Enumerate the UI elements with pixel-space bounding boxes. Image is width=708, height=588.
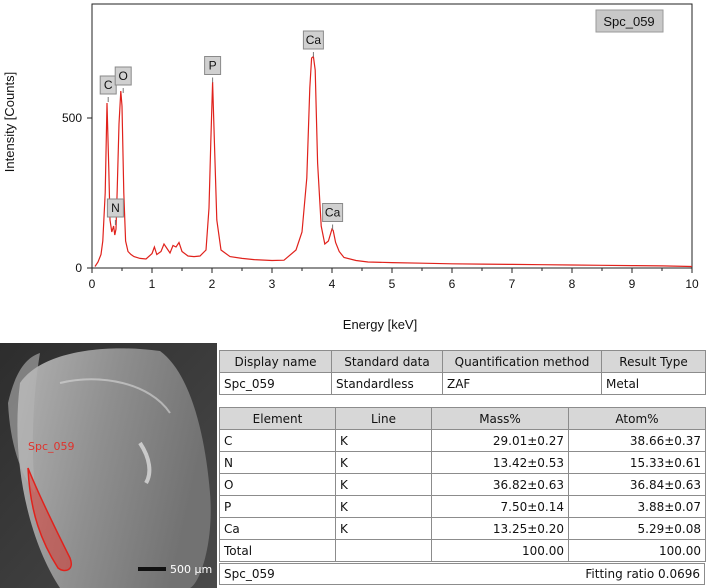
mass-cell: 13.42±0.53 [431, 451, 569, 474]
peak-label-text: C [104, 78, 113, 92]
element-cell: N [219, 451, 336, 474]
result-footer: Spc_059 Fitting ratio 0.0696 [219, 563, 705, 585]
table-row: P K 7.50±0.14 3.88±0.07 [219, 495, 706, 518]
result-type-cell: Metal [601, 372, 706, 395]
x-tick-label: 10 [685, 277, 699, 291]
standard-data-cell: Standardless [331, 372, 443, 395]
peak-label: P [204, 56, 222, 83]
x-tick-label: 2 [209, 277, 216, 291]
analysis-region [27, 467, 72, 572]
peak-label-text: P [209, 59, 217, 73]
table-row: C K 29.01±0.27 38.66±0.37 [219, 429, 706, 452]
x-tick-label: 4 [329, 277, 336, 291]
col-mass: Mass% [431, 407, 569, 430]
sem-micrograph [0, 343, 217, 588]
scale-bar [138, 567, 166, 571]
peak-label-text: Ca [306, 33, 322, 47]
y-tick-label: 0 [75, 261, 82, 275]
quant-method-cell: ZAF [442, 372, 602, 395]
sample-legend-label: Spc_059 [603, 14, 654, 29]
scale-bar-label: 500 µm [170, 563, 213, 576]
peak-label: O [114, 66, 132, 93]
sem-image [0, 343, 217, 588]
line-cell: K [335, 451, 432, 474]
x-tick-label: 6 [449, 277, 456, 291]
display-name-cell: Spc_059 [219, 372, 332, 395]
peak-label-box [204, 56, 222, 75]
x-tick-label: 8 [569, 277, 576, 291]
spectrum-chart: 0 1 2 3 4 5 6 7 8 9 10 0 500 C N O P Ca Ca Spc_059 Energy… [2, 3, 699, 332]
peak-label-text: Ca [325, 206, 341, 220]
col-atom: Atom% [568, 407, 706, 430]
atom-cell: 38.66±0.37 [568, 429, 706, 452]
sem-region-label: Spc_059 [28, 440, 75, 453]
col-display-name: Display name [219, 350, 332, 373]
x-tick-label: 0 [89, 277, 96, 291]
table-row: O K 36.82±0.63 36.84±0.63 [219, 473, 706, 496]
footer-sample-name: Spc_059 [224, 567, 275, 581]
table-row: Ca K 13.25±0.20 5.29±0.08 [219, 517, 706, 540]
peak-label: C [99, 75, 117, 102]
plot-frame [91, 3, 693, 269]
mass-cell: 36.82±0.63 [431, 473, 569, 496]
peak-label: N [106, 198, 124, 225]
atom-cell: 3.88±0.07 [568, 495, 706, 518]
x-tick-label: 7 [509, 277, 516, 291]
line-cell: K [335, 495, 432, 518]
info-table: Display name Standard data Quantificatio… [219, 350, 706, 395]
x-tick-label: 5 [389, 277, 396, 291]
peak-label: Ca [322, 203, 344, 230]
fitting-ratio: Fitting ratio 0.0696 [585, 567, 700, 581]
line-cell: K [335, 429, 432, 452]
peak-label-box [302, 30, 324, 50]
total-label: Total [219, 539, 336, 562]
peak-label-box [106, 198, 124, 218]
element-table: Element Line Mass% Atom% C K 29.01±0.27 … [219, 407, 706, 562]
x-axis-label: Energy [keV] [343, 317, 417, 332]
peak-label-text: N [111, 201, 120, 215]
mass-cell: 29.01±0.27 [431, 429, 569, 452]
x-tick-label: 9 [629, 277, 636, 291]
table-row: Spc_059 Standardless ZAF Metal [219, 372, 706, 395]
mass-cell: 7.50±0.14 [431, 495, 569, 518]
col-standard-data: Standard data [331, 350, 443, 373]
total-mass: 100.00 [431, 539, 569, 562]
peak-label-box [322, 203, 344, 222]
spectrum-line [94, 55, 693, 268]
total-line-cell [335, 539, 432, 562]
atom-cell: 15.33±0.61 [568, 451, 706, 474]
sample-legend: Spc_059 [595, 9, 664, 33]
line-cell: K [335, 473, 432, 496]
peak-label-text: O [119, 69, 128, 83]
y-axis-label: Intensity [Counts] [2, 72, 17, 172]
total-atom: 100.00 [568, 539, 706, 562]
atom-cell: 5.29±0.08 [568, 517, 706, 540]
col-element: Element [219, 407, 336, 430]
col-quant-method: Quantification method [442, 350, 602, 373]
peak-label-box [114, 66, 132, 86]
x-tick-label: 1 [149, 277, 156, 291]
table-row: N K 13.42±0.53 15.33±0.61 [219, 451, 706, 474]
col-line: Line [335, 407, 432, 430]
element-cell: O [219, 473, 336, 496]
line-cell: K [335, 517, 432, 540]
y-tick-label: 500 [62, 111, 82, 125]
element-cell: Ca [219, 517, 336, 540]
x-tick-label: 3 [269, 277, 276, 291]
peak-label: Ca [302, 30, 324, 57]
total-row: Total 100.00 100.00 [219, 539, 706, 562]
mass-cell: 13.25±0.20 [431, 517, 569, 540]
element-cell: C [219, 429, 336, 452]
element-cell: P [219, 495, 336, 518]
col-result-type: Result Type [601, 350, 706, 373]
atom-cell: 36.84±0.63 [568, 473, 706, 496]
